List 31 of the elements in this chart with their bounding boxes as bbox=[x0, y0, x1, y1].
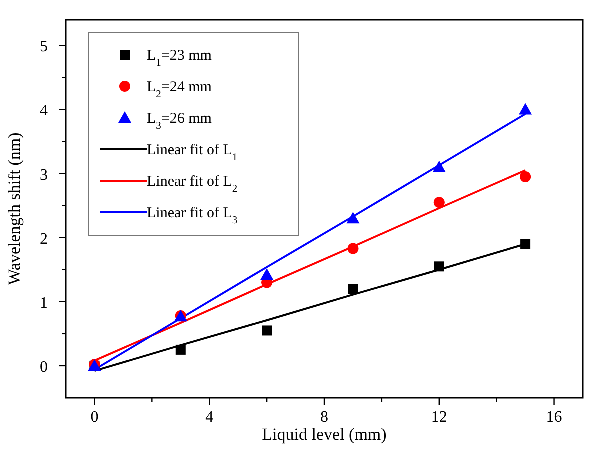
point bbox=[262, 326, 272, 336]
x-tick-label: 12 bbox=[431, 409, 448, 426]
point bbox=[520, 171, 532, 182]
point bbox=[176, 344, 186, 355]
legend-label: Linear fit of L$_{1}$ bbox=[147, 142, 238, 163]
y-axis-title: Wavelength shift (nm) bbox=[5, 132, 24, 286]
x-tick-label: 0 bbox=[90, 409, 99, 426]
y-tick-label: 4 bbox=[40, 102, 48, 120]
point bbox=[348, 284, 358, 294]
point bbox=[348, 243, 359, 254]
x-axis-title: Liquid level (mm) bbox=[262, 425, 387, 444]
legend-label: L$_{2}$=24 mm bbox=[147, 80, 212, 100]
point bbox=[520, 239, 531, 250]
legend-label: Linear fit of L$_{3}$ bbox=[147, 206, 238, 226]
x-tick-label: 8 bbox=[320, 409, 328, 426]
legend-label: L$_{3}$=26 mm bbox=[147, 111, 212, 132]
point bbox=[346, 212, 360, 224]
x-tick-label: 16 bbox=[546, 409, 562, 426]
legend-label: Linear fit of L$_{2}$ bbox=[147, 174, 238, 194]
x-tick-label: 4 bbox=[206, 409, 214, 426]
point bbox=[434, 262, 444, 272]
y-tick-label: 5 bbox=[40, 38, 48, 56]
point bbox=[434, 197, 445, 208]
legend-label: L$_{1}$=23 mm bbox=[147, 48, 212, 68]
y-tick-label: 3 bbox=[40, 166, 48, 184]
point bbox=[432, 160, 446, 172]
point bbox=[519, 103, 532, 115]
point bbox=[260, 268, 274, 280]
y-tick-label: 0 bbox=[40, 358, 48, 376]
y-tick-label: 1 bbox=[40, 294, 48, 312]
y-tick-label: 2 bbox=[40, 230, 48, 248]
